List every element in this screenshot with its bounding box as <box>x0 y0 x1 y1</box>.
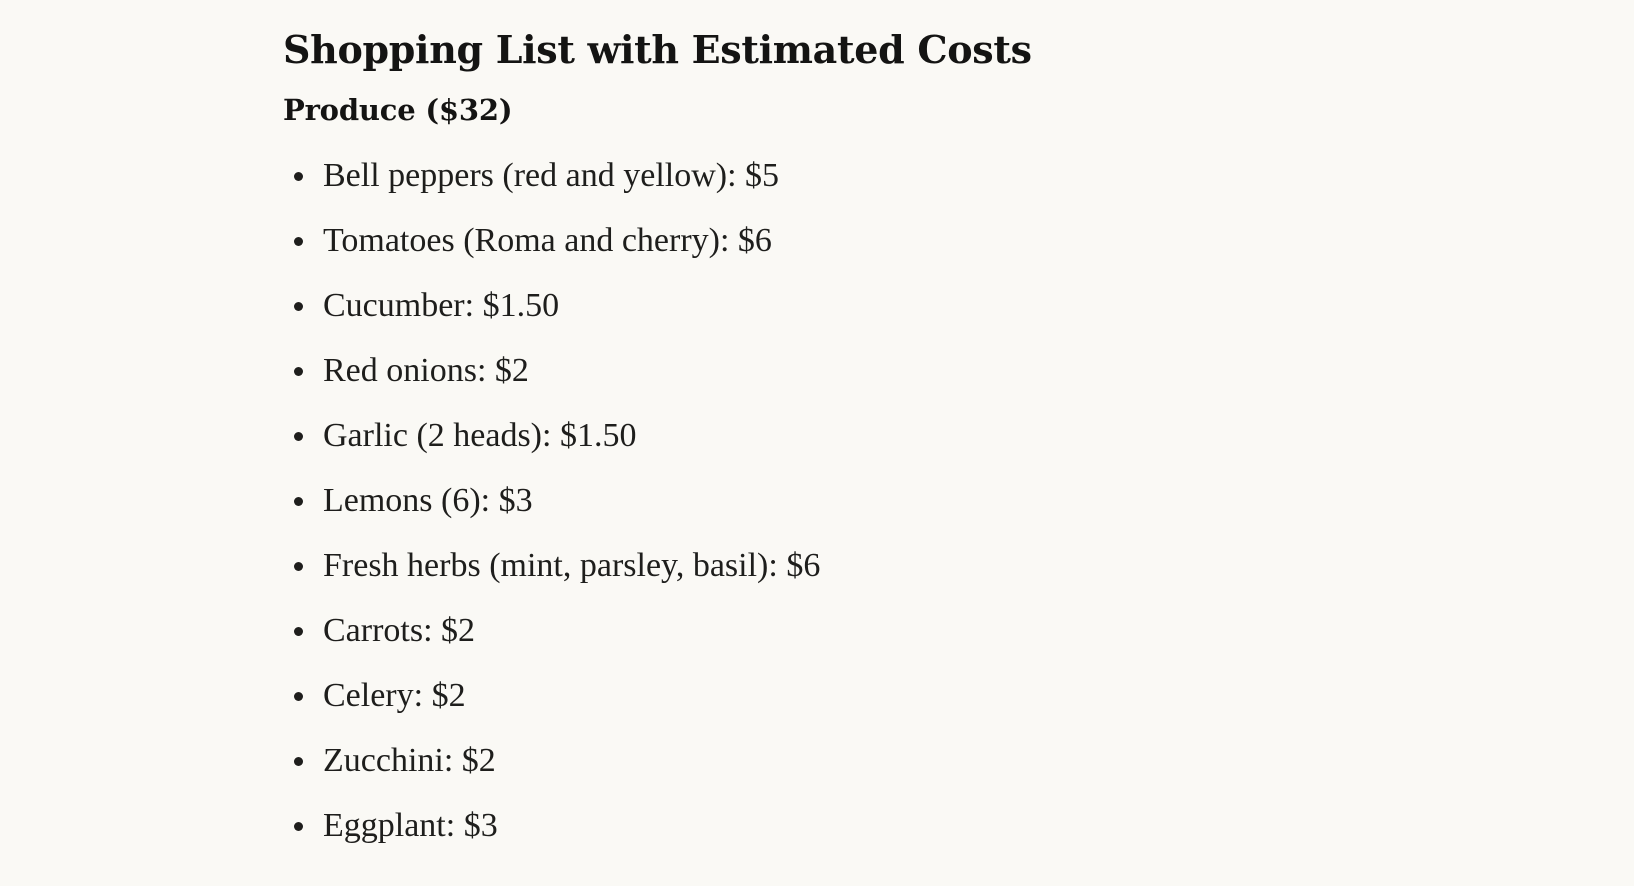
list-item: Tomatoes (Roma and cherry): $6 <box>283 219 1383 284</box>
bullet-icon <box>294 497 303 506</box>
list-item-text: Tomatoes (Roma and cherry): $6 <box>323 222 772 259</box>
list-item: Cucumber: $1.50 <box>283 284 1383 349</box>
list-item: Fresh herbs (mint, parsley, basil): $6 <box>283 544 1383 609</box>
list-item: Lemons (6): $3 <box>283 479 1383 544</box>
list-item-text: Zucchini: $2 <box>323 742 496 779</box>
list-item-text: Red onions: $2 <box>323 352 529 389</box>
bullet-icon <box>294 302 303 311</box>
list-item: Garlic (2 heads): $1.50 <box>283 414 1383 479</box>
bullet-icon <box>294 237 303 246</box>
list-item: Carrots: $2 <box>283 609 1383 674</box>
list-item-text: Lemons (6): $3 <box>323 482 533 519</box>
page-title: Shopping List with Estimated Costs <box>283 27 1032 72</box>
list-item: Red onions: $2 <box>283 349 1383 414</box>
bullet-icon <box>294 432 303 441</box>
list-item-text: Fresh herbs (mint, parsley, basil): $6 <box>323 547 821 584</box>
list-item-text: Carrots: $2 <box>323 612 476 649</box>
list-item: Eggplant: $3 <box>283 804 1383 869</box>
bullet-icon <box>294 367 303 376</box>
document-content: Shopping List with Estimated Costs Produ… <box>283 24 1383 869</box>
bullet-icon <box>294 757 303 766</box>
list-item-text: Bell peppers (red and yellow): $5 <box>323 157 780 194</box>
bullet-icon <box>294 627 303 636</box>
list-item: Celery: $2 <box>283 674 1383 739</box>
bullet-icon <box>294 822 303 831</box>
list-item-text: Eggplant: $3 <box>323 807 498 844</box>
produce-list: Bell peppers (red and yellow): $5 Tomato… <box>283 154 1383 869</box>
bullet-icon <box>294 692 303 701</box>
section-heading-produce: Produce ($32) <box>283 93 513 127</box>
list-item-text: Garlic (2 heads): $1.50 <box>323 417 637 454</box>
bullet-icon <box>294 562 303 571</box>
list-item: Bell peppers (red and yellow): $5 <box>283 154 1383 219</box>
bullet-icon <box>294 172 303 181</box>
list-item: Zucchini: $2 <box>283 739 1383 804</box>
list-item-text: Celery: $2 <box>323 677 466 714</box>
list-item-text: Cucumber: $1.50 <box>323 287 560 324</box>
